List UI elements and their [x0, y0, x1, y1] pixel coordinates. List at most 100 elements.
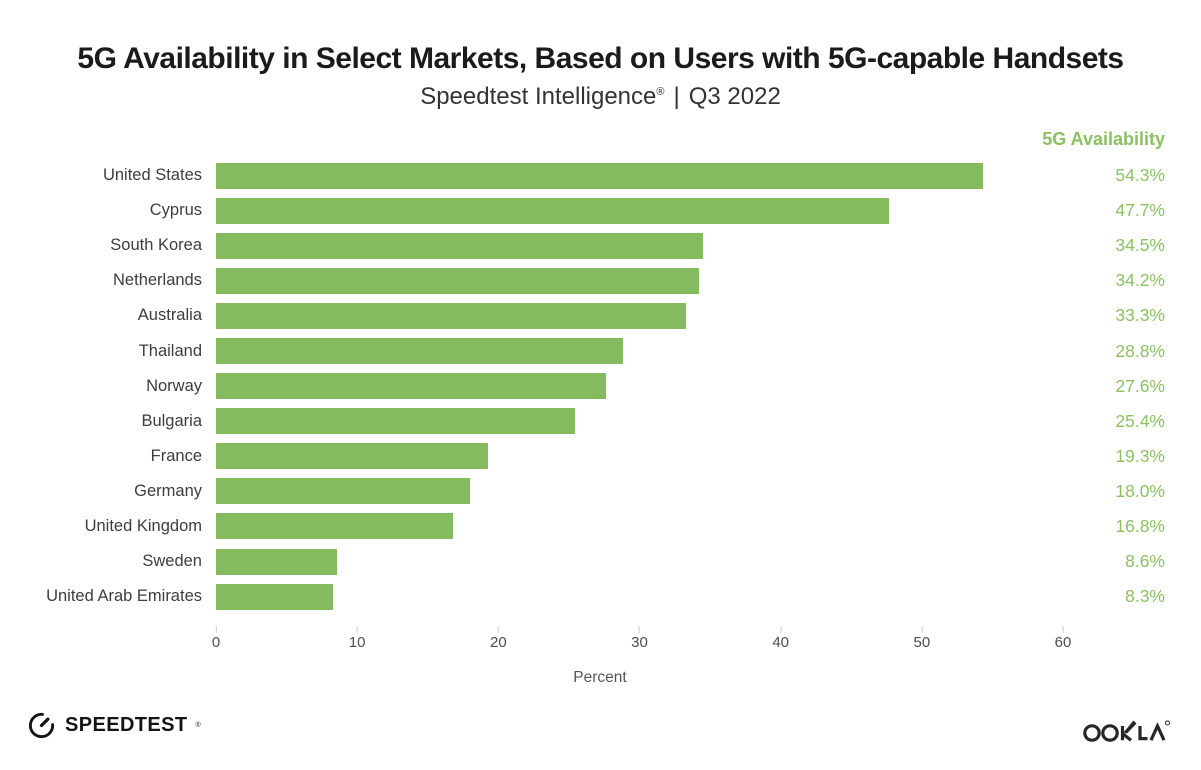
value-label: 8.6% — [1125, 551, 1165, 572]
subtitle-product: Speedtest Intelligence — [420, 83, 657, 110]
chart-row: Australia 33.3% — [0, 298, 1201, 333]
bar — [216, 548, 338, 575]
value-label: 16.8% — [1115, 515, 1165, 536]
x-axis-tick: 50 — [913, 626, 930, 651]
bar-track — [216, 548, 1063, 575]
bar-track — [216, 162, 1063, 189]
x-axis: 0 10 20 30 40 50 60 — [212, 626, 1071, 660]
tick-label: 20 — [489, 634, 507, 651]
chart-row: France 19.3% — [0, 439, 1201, 474]
tick-label: 10 — [348, 634, 366, 651]
value-column-header: 5G Availability — [1042, 129, 1165, 149]
bar-track — [216, 197, 1063, 224]
page-title: 5G Availability in Select Markets, Based… — [77, 42, 1124, 75]
bar-chart: United States 54.3% Cyprus 47.7% South Korea… — [0, 158, 1201, 614]
tick-mark — [639, 626, 640, 633]
category-label: France — [150, 446, 202, 465]
bar — [216, 373, 606, 400]
bar — [216, 443, 489, 470]
bar — [216, 583, 334, 610]
bar — [216, 302, 687, 329]
chart-row: United Arab Emirates 8.3% — [0, 579, 1201, 614]
value-label: 27.6% — [1115, 375, 1165, 396]
value-label: 18.0% — [1115, 480, 1165, 501]
x-axis-tick: 30 — [631, 626, 648, 651]
category-label: United States — [102, 166, 202, 185]
bar — [216, 513, 454, 540]
tick-mark — [356, 626, 358, 633]
chart-row: United Kingdom 16.8% — [0, 509, 1201, 544]
chart-row: United States 54.3% — [0, 158, 1201, 193]
ookla-o2 — [1101, 724, 1119, 742]
value-label: 54.3% — [1115, 165, 1165, 186]
ookla-logo — [1083, 712, 1175, 751]
chart-row: Cyprus 47.7% — [0, 193, 1201, 228]
bar — [216, 338, 623, 365]
chart-row: Sweden 8.6% — [0, 544, 1201, 579]
category-label: Netherlands — [113, 271, 202, 290]
bar-track — [216, 478, 1063, 505]
category-label: United Kingdom — [84, 516, 202, 535]
page-subtitle: Speedtest Intelligence® | Q3 2022 — [0, 83, 1201, 111]
category-label: Norway — [146, 376, 202, 395]
value-label: 33.3% — [1115, 305, 1165, 326]
bar — [216, 408, 575, 435]
category-label: Australia — [137, 306, 202, 325]
bar-track — [216, 338, 1063, 365]
bar-track — [216, 232, 1063, 259]
tick-label: 30 — [631, 634, 648, 651]
value-label: 34.2% — [1115, 270, 1165, 291]
registered-mark: ® — [656, 86, 665, 98]
x-axis-tick: 60 — [1054, 626, 1072, 651]
bar-track — [216, 513, 1063, 540]
x-axis-tick: 40 — [772, 626, 789, 651]
value-label: 25.4% — [1115, 410, 1165, 431]
tick-mark — [215, 626, 217, 633]
tick-mark — [1062, 626, 1064, 633]
x-axis-tick: 20 — [490, 626, 507, 651]
speedtest-logo: SPEEDTEST ® — [26, 710, 201, 741]
subtitle-separator: | — [673, 83, 680, 110]
bar — [216, 232, 704, 259]
x-axis-tick: 10 — [349, 626, 366, 651]
category-label: Bulgaria — [141, 411, 202, 430]
bar — [216, 162, 983, 189]
tick-label: 0 — [211, 634, 221, 651]
chart-row: South Korea 34.5% — [0, 228, 1201, 263]
chart-row: Thailand 28.8% — [0, 333, 1201, 368]
bar-track — [216, 267, 1063, 294]
tick-label: 60 — [1054, 634, 1072, 651]
category-label: United Arab Emirates — [46, 587, 202, 606]
chart-row: Germany 18.0% — [0, 474, 1201, 509]
x-axis-tick: 0 — [212, 626, 220, 651]
category-label: Thailand — [138, 341, 202, 360]
tick-mark — [497, 626, 499, 633]
bar — [216, 267, 699, 294]
category-label: Cyprus — [149, 201, 202, 220]
bar-track — [216, 583, 1063, 610]
bar-track — [216, 302, 1063, 329]
value-label: 8.3% — [1125, 586, 1165, 607]
speedtest-gauge-icon — [26, 710, 57, 741]
ookla-o1 — [1083, 724, 1101, 742]
bar — [216, 197, 890, 224]
tick-label: 50 — [913, 634, 931, 651]
tick-mark — [780, 626, 782, 633]
bar-track — [216, 443, 1063, 470]
chart-row: Norway 27.6% — [0, 369, 1201, 404]
category-label: Germany — [134, 481, 202, 500]
chart-row: Netherlands 34.2% — [0, 263, 1201, 298]
value-label: 28.8% — [1115, 340, 1165, 361]
speedtest-trademark: ® — [195, 722, 201, 729]
category-label: Sweden — [142, 552, 202, 571]
bar-track — [216, 408, 1063, 435]
tick-mark — [921, 626, 923, 633]
value-label: 34.5% — [1115, 235, 1165, 256]
value-label: 19.3% — [1115, 445, 1165, 466]
value-label: 47.7% — [1115, 200, 1165, 221]
bar — [216, 478, 471, 505]
tick-label: 40 — [772, 634, 789, 651]
x-axis-label: Percent — [573, 669, 627, 686]
subtitle-period: Q3 2022 — [688, 83, 781, 110]
speedtest-wordmark: SPEEDTEST — [65, 714, 188, 736]
